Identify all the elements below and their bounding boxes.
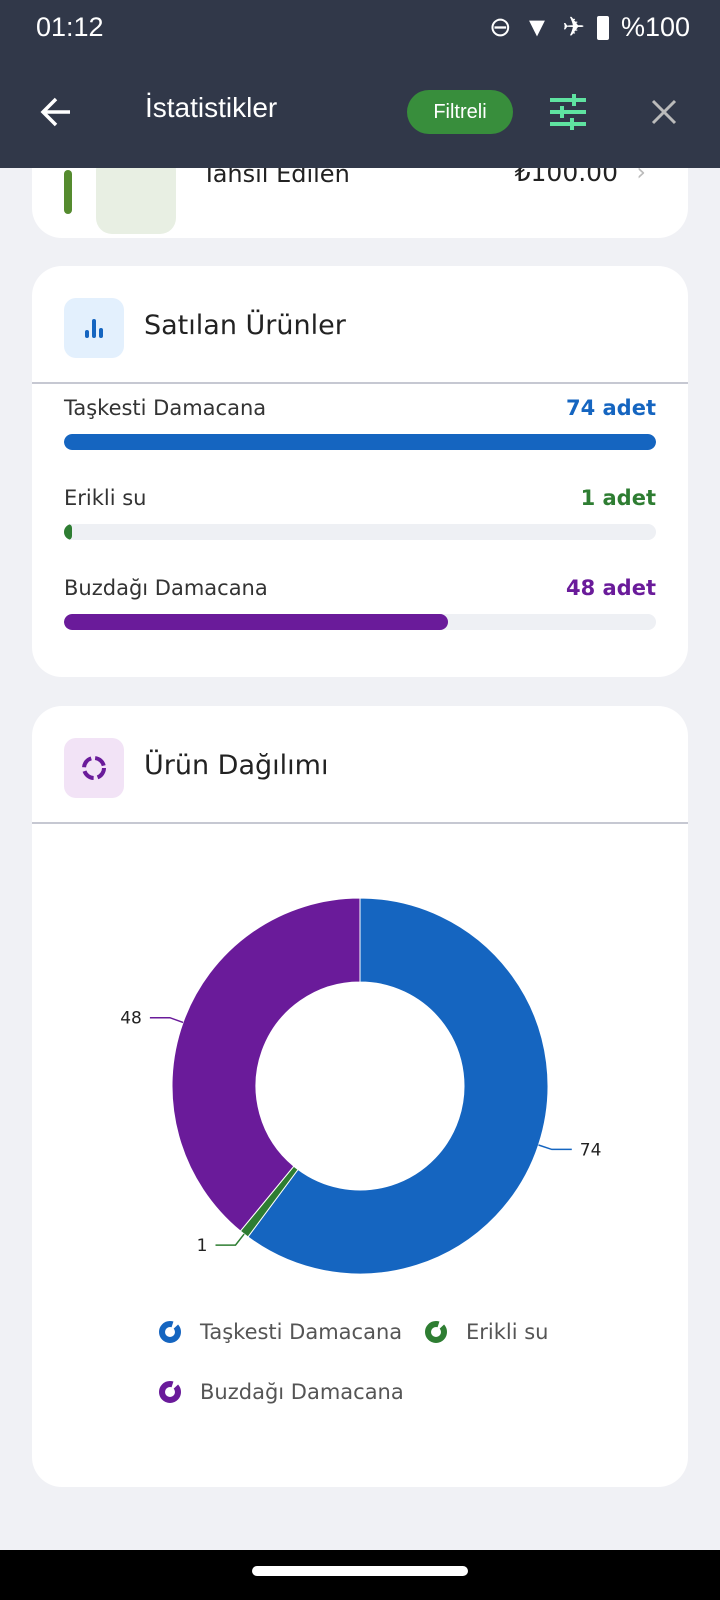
progress-track	[64, 434, 656, 450]
legend-item[interactable]: Taşkesti Damacana	[158, 1320, 402, 1344]
legend-label: Taşkesti Damacana	[200, 1320, 403, 1344]
donut-icon	[64, 738, 124, 798]
progress-fill	[64, 434, 656, 450]
sold-products-card: Satılan Ürünler Taşkesti Damacana 74 ade…	[32, 266, 688, 677]
data-label: 48	[120, 1009, 142, 1029]
data-label: 1	[197, 1236, 208, 1256]
distribution-card: Ürün Dağılımı 74 1 48 Taşkesti Damacana Eri…	[32, 706, 688, 1487]
product-name: Erikli su	[64, 486, 147, 510]
battery-icon	[596, 15, 609, 40]
clock: 01:12	[36, 12, 104, 42]
progress-fill	[64, 614, 448, 630]
legend-donut-icon	[159, 1381, 181, 1403]
battery-level: %100	[620, 12, 690, 42]
donut-chart: 74 1 48	[120, 897, 602, 1275]
product-name: Buzdağı Damacana	[64, 576, 268, 600]
leader-line	[215, 1233, 245, 1246]
donut-slice[interactable]	[247, 897, 549, 1275]
airplane-icon: ✈	[562, 12, 585, 42]
leader-line	[538, 1144, 572, 1151]
progress-track	[64, 524, 656, 540]
legend-donut-icon	[425, 1321, 447, 1343]
legend-label: Erikli su	[466, 1320, 549, 1344]
leader-line	[149, 1016, 184, 1024]
product-count: 48 adet	[565, 576, 656, 600]
page-title: İstatistikler	[145, 92, 278, 123]
product-count: 1 adet	[580, 486, 656, 510]
legend-item[interactable]: Buzdağı Damacana	[158, 1380, 404, 1404]
progress-fill	[64, 524, 73, 540]
donut-slice[interactable]	[171, 897, 361, 1232]
section-title: Satılan Ürünler	[144, 310, 346, 341]
legend-label: Buzdağı Damacana	[200, 1380, 404, 1404]
home-gesture-handle[interactable]	[252, 1566, 468, 1576]
app-bar: İstatistikler Filtreli	[0, 56, 720, 168]
legend-donut-icon	[159, 1321, 181, 1343]
divider	[32, 382, 688, 384]
data-label: 74	[580, 1140, 602, 1160]
product-name: Taşkesti Damacana	[64, 396, 267, 420]
divider	[32, 822, 688, 824]
close-icon[interactable]	[648, 96, 680, 128]
wifi-icon: ▼	[523, 12, 551, 42]
product-count: 74 adet	[565, 396, 656, 420]
legend-item[interactable]: Erikli su	[424, 1320, 549, 1344]
dnd-icon: ⊖	[488, 12, 512, 42]
back-arrow-icon[interactable]	[36, 92, 76, 132]
bar-chart-icon	[64, 298, 124, 358]
tune-filter-icon[interactable]	[548, 92, 588, 132]
progress-track	[64, 614, 656, 630]
accent-bar	[64, 170, 72, 214]
section-title: Ürün Dağılımı	[144, 750, 329, 781]
chevron-right-icon: ›	[636, 158, 646, 186]
status-bar: 01:12 ⊖ ▼ ✈ %100	[0, 0, 720, 56]
filter-badge[interactable]: Filtreli	[407, 90, 513, 134]
